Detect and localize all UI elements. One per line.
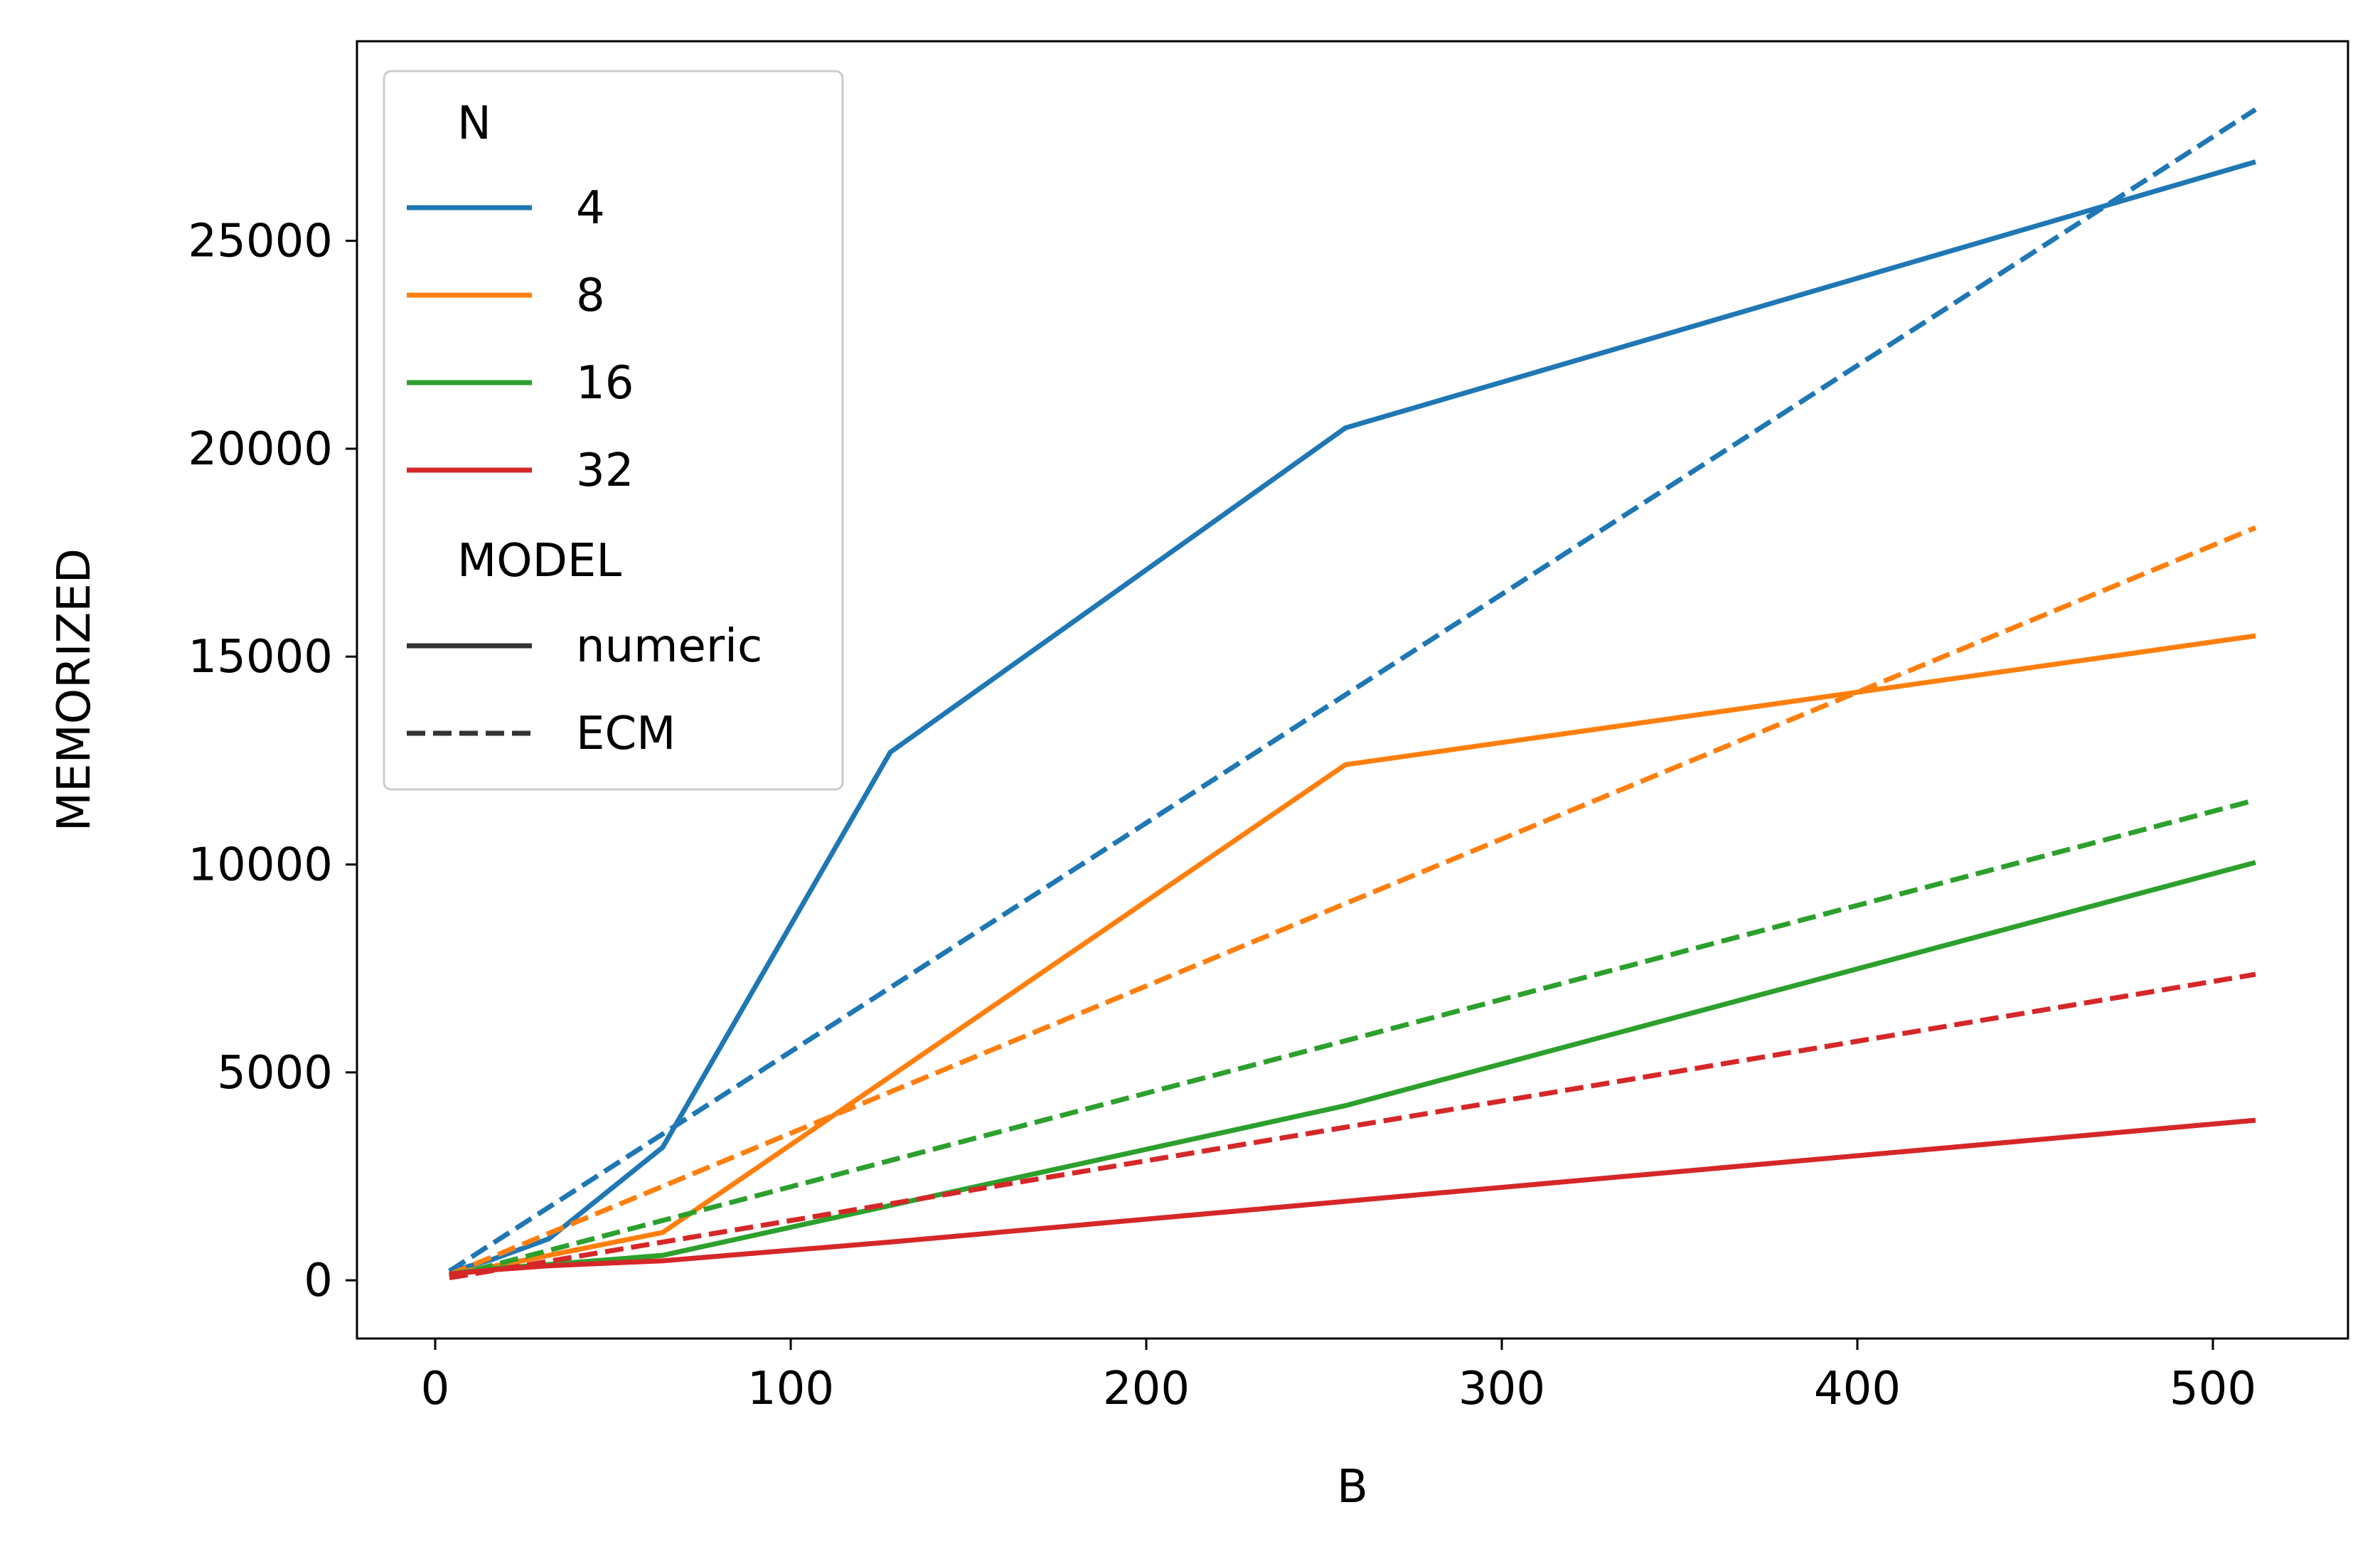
y-axis-label: MEMORIZED: [48, 548, 101, 831]
series-line-n16-numeric: [449, 860, 2256, 1277]
legend-title-n: N: [457, 97, 491, 150]
y-tick-label: 25000: [188, 215, 333, 268]
legend-hue-entries: 4 8 16 32: [407, 182, 634, 497]
x-tick-label: 0: [421, 1363, 450, 1415]
y-tick-label: 20000: [188, 423, 333, 476]
legend-label-n4: 4: [576, 182, 605, 235]
x-tick-label: 500: [2170, 1363, 2256, 1415]
legend: N 4 8 16 32 MODEL numeric ECM: [383, 70, 844, 791]
series-line-n8-ecm: [448, 525, 2257, 1277]
x-tick-label: 300: [1458, 1363, 1545, 1415]
y-tick-label: 10000: [188, 839, 333, 892]
x-tick-label: 400: [1814, 1363, 1901, 1415]
legend-box: [383, 70, 844, 791]
y-tick-label: 5000: [217, 1047, 333, 1100]
y-tick-label: 0: [304, 1255, 333, 1307]
series-layer: [448, 107, 2257, 1281]
y-tick-label: 15000: [188, 631, 333, 683]
series-line-n32-ecm: [449, 972, 2256, 1281]
series-line-n4-numeric: [449, 159, 2256, 1274]
x-tick-label: 100: [747, 1363, 834, 1415]
legend-label-n32: 32: [576, 445, 634, 497]
x-tick-label: 200: [1103, 1363, 1190, 1415]
x-axis-label: B: [1337, 1461, 1368, 1513]
series-line-n32-numeric: [449, 1117, 2256, 1277]
x-axis-ticks: 0 100 200 300 400 500: [421, 1339, 2256, 1415]
legend-title-model: MODEL: [457, 535, 621, 587]
legend-label-n8: 8: [576, 270, 605, 322]
plot-area-frame: [356, 40, 2349, 1340]
legend-label-numeric: numeric: [576, 620, 762, 673]
series-line-n4-ecm: [448, 107, 2257, 1274]
legend-label-n16: 16: [576, 357, 634, 410]
legend-style-entries: numeric ECM: [407, 620, 762, 760]
series-line-n16-ecm: [449, 797, 2256, 1279]
y-axis-ticks: 0 5000 10000 15000 20000 25000: [188, 215, 357, 1307]
legend-label-ecm: ECM: [576, 708, 676, 760]
